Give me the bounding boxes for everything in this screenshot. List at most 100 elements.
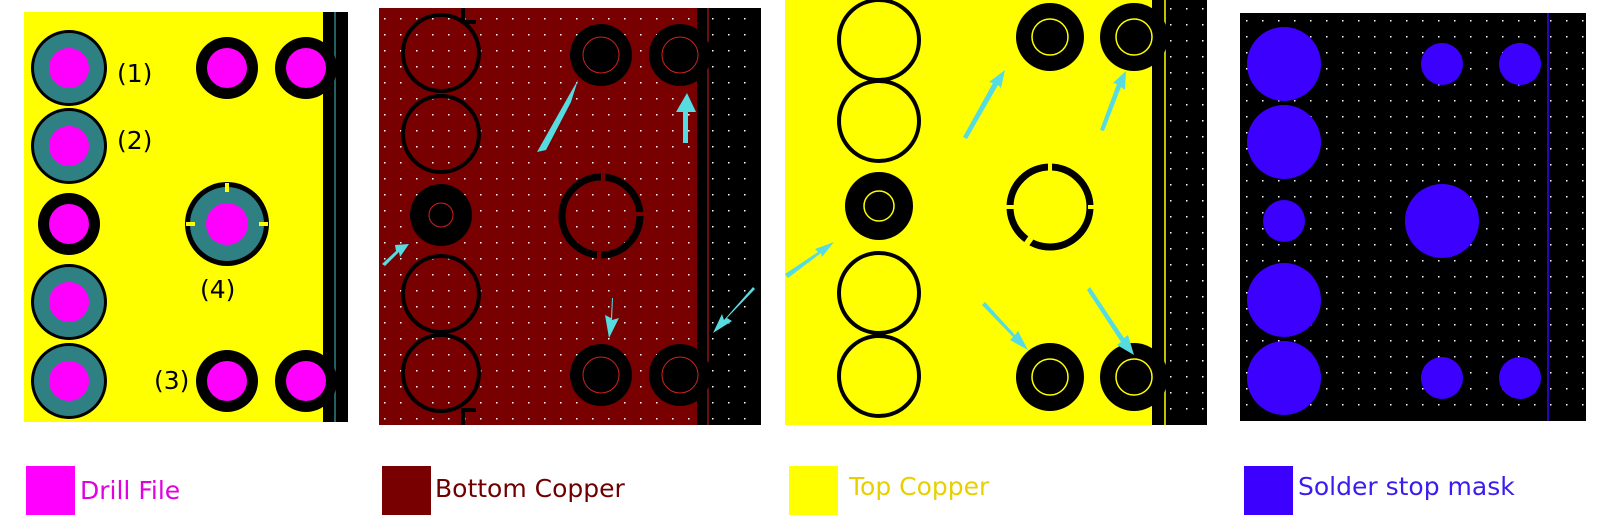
grid-dot	[640, 146, 642, 148]
grid-dot	[544, 34, 546, 36]
grid-dot	[728, 66, 730, 68]
grid-dot	[448, 370, 450, 372]
grid-dot	[512, 66, 514, 68]
grid-dot	[1550, 324, 1552, 326]
grid-dot	[1582, 20, 1584, 22]
grid-dot	[592, 146, 594, 148]
grid-dot	[744, 34, 746, 36]
grid-dot	[744, 402, 746, 404]
grid-dot	[416, 242, 418, 244]
grid-dot	[1438, 356, 1440, 358]
arrow-bc-1	[537, 80, 578, 152]
grid-dot	[1518, 308, 1520, 310]
grid-dot	[560, 66, 562, 68]
grid-dot	[528, 290, 530, 292]
grid-dot	[1202, 152, 1204, 154]
grid-dot	[416, 18, 418, 20]
grid-dot	[1518, 356, 1520, 358]
grid-dot	[592, 338, 594, 340]
grid-dot	[1518, 116, 1520, 118]
grid-dot	[1502, 356, 1504, 358]
grid-dot	[712, 242, 714, 244]
grid-dot	[1202, 72, 1204, 74]
grid-dot	[416, 66, 418, 68]
grid-dot	[512, 370, 514, 372]
grid-dot	[512, 50, 514, 52]
grid-dot	[560, 162, 562, 164]
grid-dot	[400, 338, 402, 340]
grid-dot	[712, 338, 714, 340]
grid-dot	[1438, 404, 1440, 406]
grid-dot	[1390, 196, 1392, 198]
grid-dot	[728, 338, 730, 340]
grid-dot	[1502, 404, 1504, 406]
grid-dot	[1518, 100, 1520, 102]
grid-dot	[496, 274, 498, 276]
grid-dot	[1374, 276, 1376, 278]
grid-dot	[1342, 100, 1344, 102]
grid-dot	[480, 66, 482, 68]
grid-dot	[528, 130, 530, 132]
grid-dot	[544, 402, 546, 404]
grid-dot	[432, 370, 434, 372]
grid-dot	[1406, 164, 1408, 166]
grid-dot	[656, 258, 658, 260]
grid-dot	[384, 290, 386, 292]
grid-dot	[728, 354, 730, 356]
grid-dot	[1550, 84, 1552, 86]
grid-dot	[592, 290, 594, 292]
grid-dot	[544, 322, 546, 324]
grid-dot	[512, 274, 514, 276]
grid-dot	[712, 354, 714, 356]
grid-dot	[624, 162, 626, 164]
arrow-tc-5	[1087, 287, 1134, 355]
grid-dot	[1566, 292, 1568, 294]
grid-dot	[1470, 324, 1472, 326]
grid-dot	[1326, 372, 1328, 374]
grid-dot	[1470, 68, 1472, 70]
grid-dot	[744, 338, 746, 340]
grid-dot	[1170, 184, 1172, 186]
grid-dot	[1486, 180, 1488, 182]
grid-dot	[1342, 20, 1344, 22]
grid-dot	[1406, 372, 1408, 374]
grid-dot	[432, 274, 434, 276]
grid-dot	[1186, 296, 1188, 298]
mask-opening-9	[1421, 357, 1463, 399]
mask-opening-7	[1499, 43, 1541, 85]
grid-dot	[432, 418, 434, 420]
grid-dot	[712, 418, 714, 420]
grid-dot	[464, 370, 466, 372]
grid-dot	[1582, 36, 1584, 38]
grid-dot	[1566, 324, 1568, 326]
grid-dot	[1278, 260, 1280, 262]
grid-dot	[640, 50, 642, 52]
grid-dot	[672, 338, 674, 340]
grid-dot	[1582, 164, 1584, 166]
grid-dot	[416, 338, 418, 340]
grid-dot	[1358, 116, 1360, 118]
grid-dot	[688, 274, 690, 276]
grid-dot	[1438, 20, 1440, 22]
grid-dot	[448, 66, 450, 68]
grid-dot	[1246, 20, 1248, 22]
grid-dot	[576, 210, 578, 212]
grid-dot	[712, 290, 714, 292]
grid-dot	[1294, 196, 1296, 198]
drill-hole-bottom-right-b	[275, 350, 337, 412]
grid-dot	[1582, 244, 1584, 246]
grid-dot	[560, 258, 562, 260]
grid-dot	[1246, 260, 1248, 262]
grid-dot	[544, 370, 546, 372]
grid-dot	[1202, 360, 1204, 362]
grid-dot	[1170, 200, 1172, 202]
grid-dot	[1550, 276, 1552, 278]
grid-dot	[1454, 404, 1456, 406]
grid-dot	[400, 98, 402, 100]
grid-dot	[1582, 340, 1584, 342]
grid-dot	[728, 210, 730, 212]
grid-dot	[640, 386, 642, 388]
grid-dot	[512, 354, 514, 356]
grid-dot	[1186, 24, 1188, 26]
grid-dot	[744, 258, 746, 260]
